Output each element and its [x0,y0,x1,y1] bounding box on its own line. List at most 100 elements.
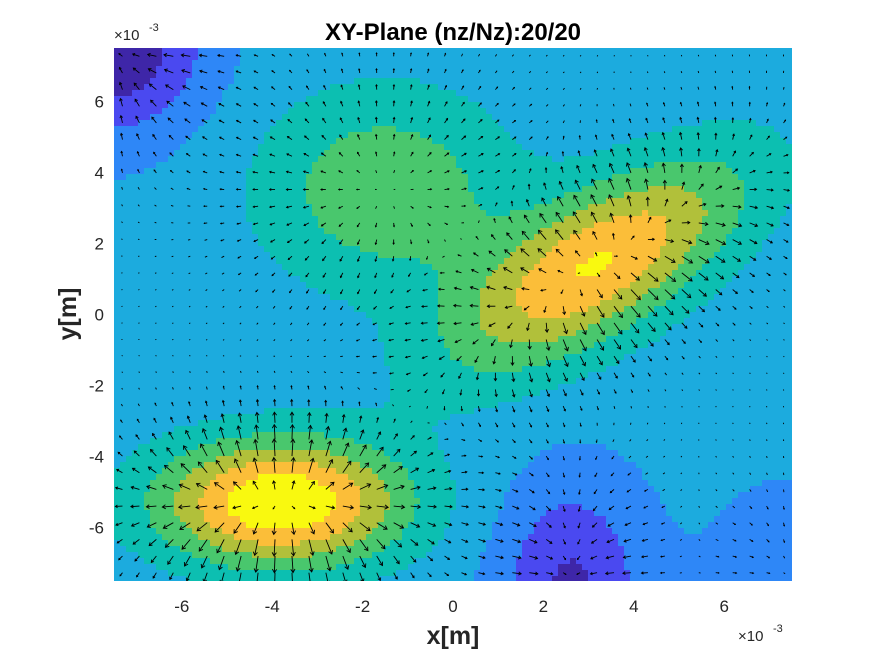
contour-cell [654,72,661,79]
contour-cell [222,48,229,55]
contour-cell [774,96,781,103]
contour-cell [690,234,697,241]
contour-cell [258,120,265,127]
contour-cell [426,150,433,157]
contour-cell [402,48,409,55]
contour-cell [498,96,505,103]
contour-cell [504,228,511,235]
contour-cell [390,102,397,109]
contour-cell [780,228,787,235]
contour-cell [738,162,745,169]
contour-cell [720,306,727,313]
contour-cell [336,102,343,109]
contour-cell [390,150,397,157]
contour-cell [414,270,421,277]
contour-cell [348,126,355,133]
contour-cell [534,258,541,265]
contour-cell [132,276,139,283]
contour-cell [588,66,595,73]
contour-cell [504,204,511,211]
contour-cell [438,276,445,283]
contour-cell [738,150,745,157]
contour-cell [654,288,661,295]
contour-cell [732,258,739,265]
contour-cell [246,258,253,265]
contour-cell [492,288,499,295]
contour-cell [762,150,769,157]
contour-cell [654,54,661,61]
contour-cell [672,246,679,253]
contour-cell [426,96,433,103]
contour-cell [156,246,163,253]
contour-cell [552,282,559,289]
contour-cell [780,108,787,115]
contour-cell [552,60,559,67]
contour-cell [360,168,367,175]
contour-cell [276,108,283,115]
contour-cell [696,234,703,241]
contour-cell [156,252,163,259]
contour-cell [618,48,625,55]
contour-cell [402,222,409,229]
contour-cell [594,252,601,259]
contour-cell [732,192,739,199]
contour-cell [504,180,511,187]
contour-cell [372,108,379,115]
contour-cell [156,72,163,79]
contour-cell [528,282,535,289]
contour-cell [570,144,577,151]
contour-cell [432,270,439,277]
contour-cell [744,96,751,103]
contour-cell [432,282,439,289]
contour-cell [630,108,637,115]
contour-cell [432,288,439,295]
contour-cell [738,264,745,271]
contour-cell [516,258,523,265]
contour-cell [156,162,163,169]
contour-cell [774,240,781,247]
contour-cell [660,306,667,313]
contour-cell [300,198,307,205]
contour-cell [642,264,649,271]
contour-cell [714,132,721,139]
contour-cell [168,96,175,103]
contour-cell [630,246,637,253]
contour-cell [114,192,121,199]
contour-cell [150,288,157,295]
contour-cell [384,300,391,307]
contour-cell [588,270,595,277]
contour-cell [282,60,289,67]
contour-cell [720,144,727,151]
contour-cell [570,54,577,61]
contour-cell [408,180,415,187]
contour-cell [270,240,277,247]
contour-cell [378,210,385,217]
contour-cell [738,294,745,301]
contour-cell [546,294,553,301]
contour-cell [456,300,463,307]
contour-cell [216,114,223,121]
contour-cell [354,198,361,205]
contour-cell [564,150,571,157]
contour-cell [312,96,319,103]
contour-cell [294,102,301,109]
contour-cell [420,276,427,283]
contour-cell [690,108,697,115]
contour-cell [216,270,223,277]
contour-cell [186,252,193,259]
contour-cell [702,282,709,289]
contour-cell [576,144,583,151]
contour-cell [264,54,271,61]
contour-cell [468,156,475,163]
contour-cell [690,216,697,223]
contour-cell [714,48,721,55]
contour-cell [636,252,643,259]
contour-cell [288,54,295,61]
contour-cell [282,174,289,181]
contour-cell [684,78,691,85]
contour-cell [324,78,331,85]
contour-cell [342,126,349,133]
contour-cell [174,204,181,211]
contour-cell [438,282,445,289]
contour-cell [666,66,673,73]
